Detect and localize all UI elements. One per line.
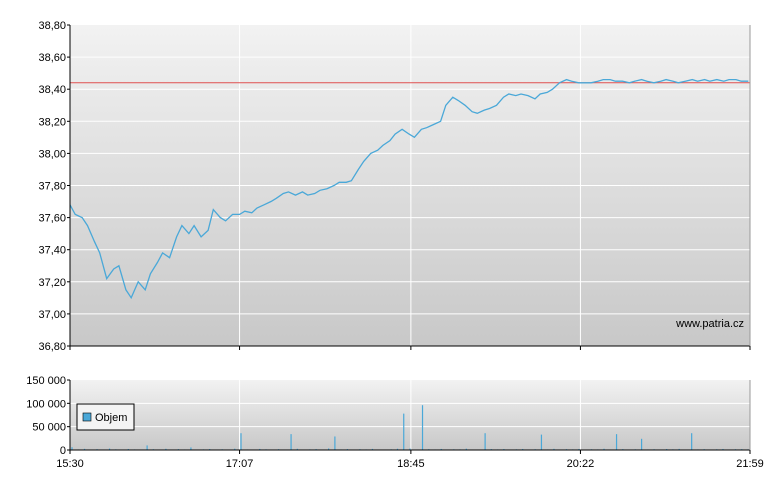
volume-bar (691, 433, 692, 450)
x-tick-label: 15:30 (56, 458, 84, 470)
volume-y-tick-labels: 0 50 000 100 000 150 000 (26, 375, 66, 457)
x-tick-label: 20:22 (567, 458, 595, 470)
volume-bar (334, 436, 335, 450)
volume-legend: Objem (77, 404, 134, 430)
price-y-tick-label: 38,80 (38, 20, 66, 32)
volume-panel-background (70, 380, 750, 450)
price-y-tick-label: 38,60 (38, 52, 66, 64)
price-y-tick-label: 37,60 (38, 213, 66, 225)
x-tick-label: 21:59 (736, 458, 764, 470)
x-tick-labels: 15:30 17:07 18:45 20:22 21:59 (56, 458, 764, 470)
price-y-tick-label: 37,20 (38, 277, 66, 289)
legend-label-objem: Objem (95, 412, 127, 424)
price-y-tick-label: 38,00 (38, 148, 66, 160)
volume-bar (641, 439, 642, 450)
volume-bar (240, 433, 241, 450)
price-y-tick-label: 38,20 (38, 116, 66, 128)
volume-y-tick-label: 0 (60, 445, 66, 457)
watermark-text[interactable]: www.patria.cz (675, 318, 744, 330)
volume-y-tick-label: 50 000 (32, 422, 66, 434)
x-tick-label: 17:07 (226, 458, 254, 470)
volume-bar (485, 433, 486, 450)
price-y-tick-label: 37,00 (38, 309, 66, 321)
volume-bar (403, 414, 404, 450)
x-tick-label: 18:45 (397, 458, 425, 470)
volume-bar (616, 434, 617, 450)
volume-y-tick-label: 150 000 (26, 375, 66, 387)
volume-y-tick-label: 100 000 (26, 398, 66, 410)
volume-bar (290, 434, 291, 450)
volume-bar (422, 405, 423, 450)
volume-bar (147, 445, 148, 450)
volume-bar (541, 435, 542, 450)
price-y-tick-label: 38,40 (38, 84, 66, 96)
price-y-tick-label: 36,80 (38, 341, 66, 353)
price-y-tick-label: 37,40 (38, 245, 66, 257)
legend-swatch-objem (83, 413, 91, 421)
price-y-tick-label: 37,80 (38, 181, 66, 193)
price-y-tick-labels: 36,80 37,00 37,20 37,40 37,60 37,80 38,00 38,20… (38, 20, 66, 353)
